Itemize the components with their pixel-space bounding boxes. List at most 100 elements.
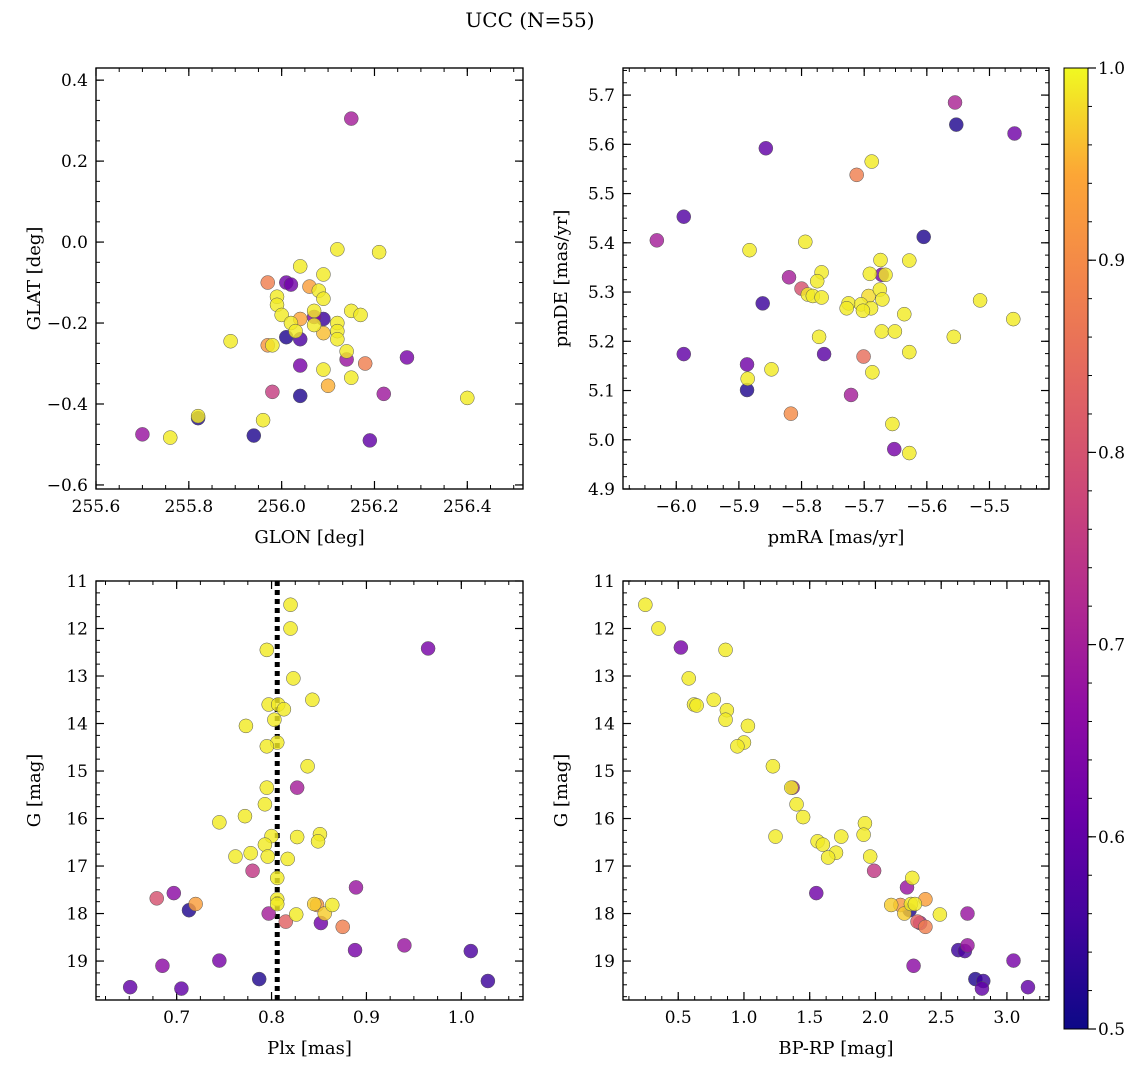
data-point bbox=[918, 919, 933, 935]
x-tick-label: 255.6 bbox=[72, 497, 121, 517]
x-tick-label: −5.6 bbox=[906, 497, 947, 517]
data-point bbox=[681, 671, 696, 686]
x-tick-label: 255.8 bbox=[164, 497, 213, 517]
data-point bbox=[834, 829, 849, 844]
data-point bbox=[259, 642, 275, 658]
data-point bbox=[755, 296, 770, 311]
data-point bbox=[274, 307, 289, 323]
data-point bbox=[362, 433, 378, 448]
x-tick-label: 1.0 bbox=[448, 1008, 475, 1028]
data-point bbox=[238, 718, 254, 734]
data-point bbox=[237, 808, 253, 824]
data-point bbox=[1020, 979, 1036, 995]
data-point bbox=[862, 849, 878, 864]
data-point bbox=[286, 671, 301, 686]
y-axis-label: GLAT [deg] bbox=[24, 227, 45, 331]
data-point bbox=[310, 834, 326, 849]
y-tick-label: 11 bbox=[66, 572, 88, 592]
plot-frame bbox=[95, 580, 524, 1001]
data-point bbox=[306, 317, 322, 333]
data-point bbox=[420, 641, 436, 656]
data-point bbox=[228, 849, 243, 864]
y-tick-label: 0.0 bbox=[61, 233, 88, 253]
data-point bbox=[166, 885, 182, 901]
data-point bbox=[820, 850, 836, 865]
scatter-points bbox=[638, 597, 1036, 996]
data-point bbox=[347, 942, 363, 958]
data-point bbox=[330, 331, 345, 347]
plot-frame-border bbox=[622, 580, 1050, 1001]
data-point bbox=[288, 323, 303, 339]
data-point bbox=[344, 111, 359, 126]
data-point bbox=[883, 897, 899, 913]
data-point bbox=[946, 329, 962, 345]
data-point bbox=[260, 849, 275, 864]
data-point bbox=[864, 154, 879, 169]
data-point bbox=[875, 292, 890, 307]
x-tick-label: −5.7 bbox=[844, 497, 885, 517]
data-point bbox=[330, 242, 345, 257]
y-tick-label: 16 bbox=[593, 810, 615, 830]
data-point bbox=[809, 885, 824, 901]
data-point bbox=[376, 386, 392, 402]
data-point bbox=[292, 388, 308, 404]
data-point bbox=[243, 845, 258, 861]
data-point bbox=[174, 981, 189, 996]
colorbar-tick-label: 0.7 bbox=[1098, 636, 1125, 656]
data-point bbox=[814, 290, 829, 305]
data-point bbox=[649, 233, 665, 248]
color-magnitude-panel: 0.5 1.0 1.5 2.0 2.5 3.0 11 12 13 14 15 16 17 18 19 BP-R… bbox=[551, 572, 1050, 1059]
y-tick-label: 14 bbox=[66, 715, 88, 735]
y-tick-label: 5.4 bbox=[588, 234, 615, 254]
y-tick-label: 17 bbox=[593, 857, 615, 877]
data-point bbox=[348, 880, 364, 895]
x-tick-label: −5.8 bbox=[781, 497, 822, 517]
y-tick-label: 17 bbox=[66, 857, 88, 877]
x-tick-label: −5.5 bbox=[969, 497, 1010, 517]
data-point bbox=[306, 896, 322, 912]
data-point bbox=[259, 780, 275, 795]
x-axis-label: Plx [mas] bbox=[267, 1038, 352, 1059]
x-axis-label: GLON [deg] bbox=[254, 527, 364, 548]
data-point bbox=[265, 384, 280, 400]
data-point bbox=[344, 370, 359, 385]
data-point bbox=[849, 167, 864, 183]
data-point bbox=[873, 252, 888, 268]
data-point bbox=[972, 293, 988, 308]
data-point bbox=[949, 117, 964, 132]
x-tick-label: −6.0 bbox=[656, 497, 697, 517]
data-point bbox=[862, 266, 878, 282]
y-tick-label: 5.7 bbox=[588, 86, 615, 106]
data-point bbox=[960, 938, 975, 953]
data-point bbox=[784, 780, 799, 795]
x-tick-label: 0.8 bbox=[258, 1008, 285, 1028]
data-point bbox=[245, 863, 260, 879]
data-point bbox=[764, 362, 779, 377]
data-point bbox=[689, 698, 704, 713]
y-axis-label: pmDE [mas/yr] bbox=[551, 210, 572, 348]
x-tick-label: −5.9 bbox=[718, 497, 759, 517]
y-tick-label: 0.4 bbox=[61, 71, 88, 91]
data-point bbox=[283, 621, 298, 636]
x-axis-label: BP-RP [mag] bbox=[778, 1038, 893, 1059]
data-point bbox=[283, 277, 299, 292]
x-tick-label: 0.7 bbox=[163, 1008, 190, 1028]
data-point bbox=[188, 896, 203, 912]
data-point bbox=[316, 267, 331, 282]
data-point bbox=[320, 378, 336, 394]
data-point bbox=[816, 346, 832, 362]
data-point bbox=[783, 406, 799, 421]
data-point bbox=[316, 362, 331, 377]
data-point bbox=[865, 365, 880, 380]
data-point bbox=[306, 303, 322, 319]
data-point bbox=[706, 692, 721, 708]
data-point bbox=[878, 267, 893, 283]
plot-frame-border bbox=[95, 67, 524, 490]
data-point bbox=[651, 621, 666, 636]
data-point bbox=[902, 445, 917, 461]
colorbar-tick-label: 0.8 bbox=[1098, 443, 1125, 463]
y-tick-label: 5.3 bbox=[588, 283, 615, 303]
parallax-magnitude-panel: 0.7 0.8 0.9 1.0 11 12 13 14 15 16 17 18 19 Plx [mas] G… bbox=[24, 572, 524, 1059]
y-tick-label: 5.2 bbox=[588, 332, 615, 352]
data-point bbox=[739, 357, 755, 372]
